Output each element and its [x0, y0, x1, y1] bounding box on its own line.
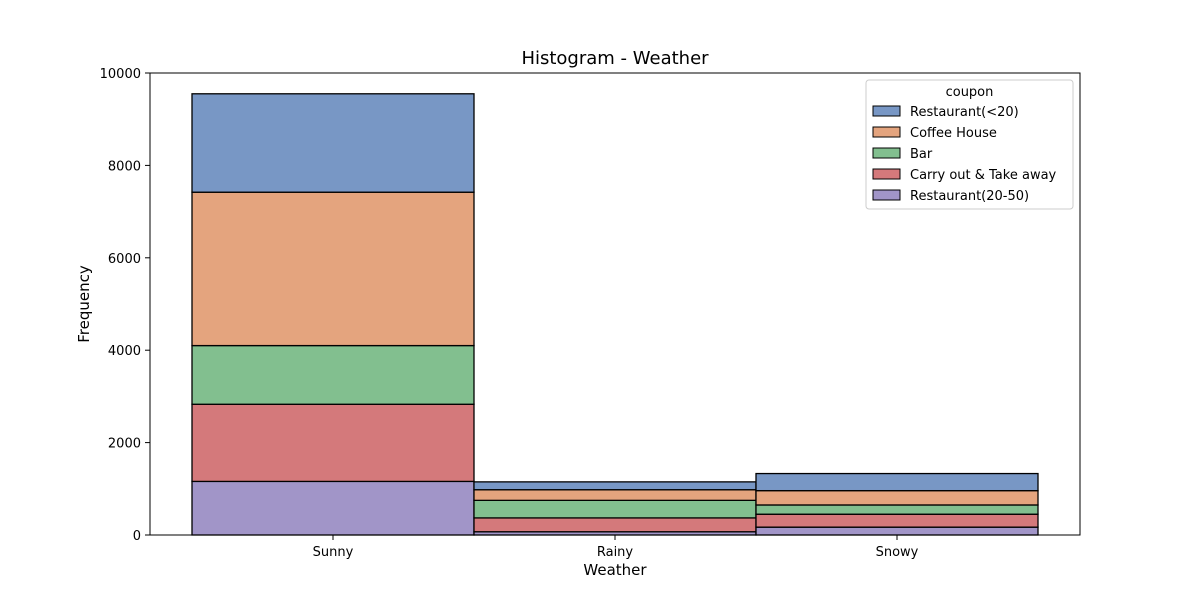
bar-segment-snowy-1	[755, 513, 1039, 528]
x-tick-label: Rainy	[597, 545, 634, 560]
x-axis-label: Weather	[583, 561, 647, 579]
legend-swatch	[872, 168, 901, 180]
bar-segment-sunny-0	[191, 480, 475, 536]
bar-segment-sunny-2	[191, 344, 475, 405]
x-tick-label: Snowy	[876, 545, 919, 560]
bar-segment-snowy-3	[755, 489, 1039, 506]
bars	[191, 93, 1039, 536]
legend-entry: Restaurant(<20)	[910, 105, 1019, 120]
legend-entry: Coffee House	[910, 126, 997, 141]
x-tick-labels: Sunny Rainy Snowy	[313, 535, 919, 560]
bar-segment-sunny-4	[191, 93, 475, 193]
y-tick-label: 8000	[108, 159, 141, 174]
bar-segment-sunny-3	[191, 191, 475, 347]
bar-segment-snowy-4	[755, 472, 1039, 492]
legend-entry: Carry out & Take away	[910, 168, 1057, 183]
bar-segment-rainy-4	[473, 481, 757, 491]
y-tick-labels: 0 2000 4000 6000 8000 10000	[100, 67, 150, 544]
legend-swatch	[872, 126, 901, 138]
y-tick-label: 10000	[100, 67, 141, 82]
y-tick-label: 0	[133, 529, 141, 544]
bar-segment-snowy-0	[755, 526, 1039, 536]
bar-segment-rainy-2	[473, 499, 757, 519]
bar-segment-rainy-3	[473, 489, 757, 501]
legend-swatch	[872, 189, 901, 201]
bar-segment-snowy-2	[755, 504, 1039, 515]
bar-segment-rainy-1	[473, 517, 757, 533]
y-tick-label: 2000	[108, 437, 141, 452]
legend-swatch	[872, 147, 901, 159]
legend-entry: Bar	[910, 147, 933, 162]
legend-box	[865, 79, 1074, 210]
legend-swatch	[872, 105, 901, 117]
legend: coupon Restaurant(<20) Coffee House Bar Carr…	[865, 79, 1074, 210]
bar-segment-sunny-1	[191, 403, 475, 483]
y-axis-label: Frequency	[75, 265, 93, 343]
x-tick-label: Sunny	[313, 545, 354, 560]
legend-title: coupon	[946, 85, 994, 100]
legend-entry: Restaurant(20-50)	[910, 189, 1029, 204]
chart-title: Histogram - Weather	[521, 48, 709, 69]
y-tick-label: 6000	[108, 252, 141, 267]
y-tick-label: 4000	[108, 344, 141, 359]
